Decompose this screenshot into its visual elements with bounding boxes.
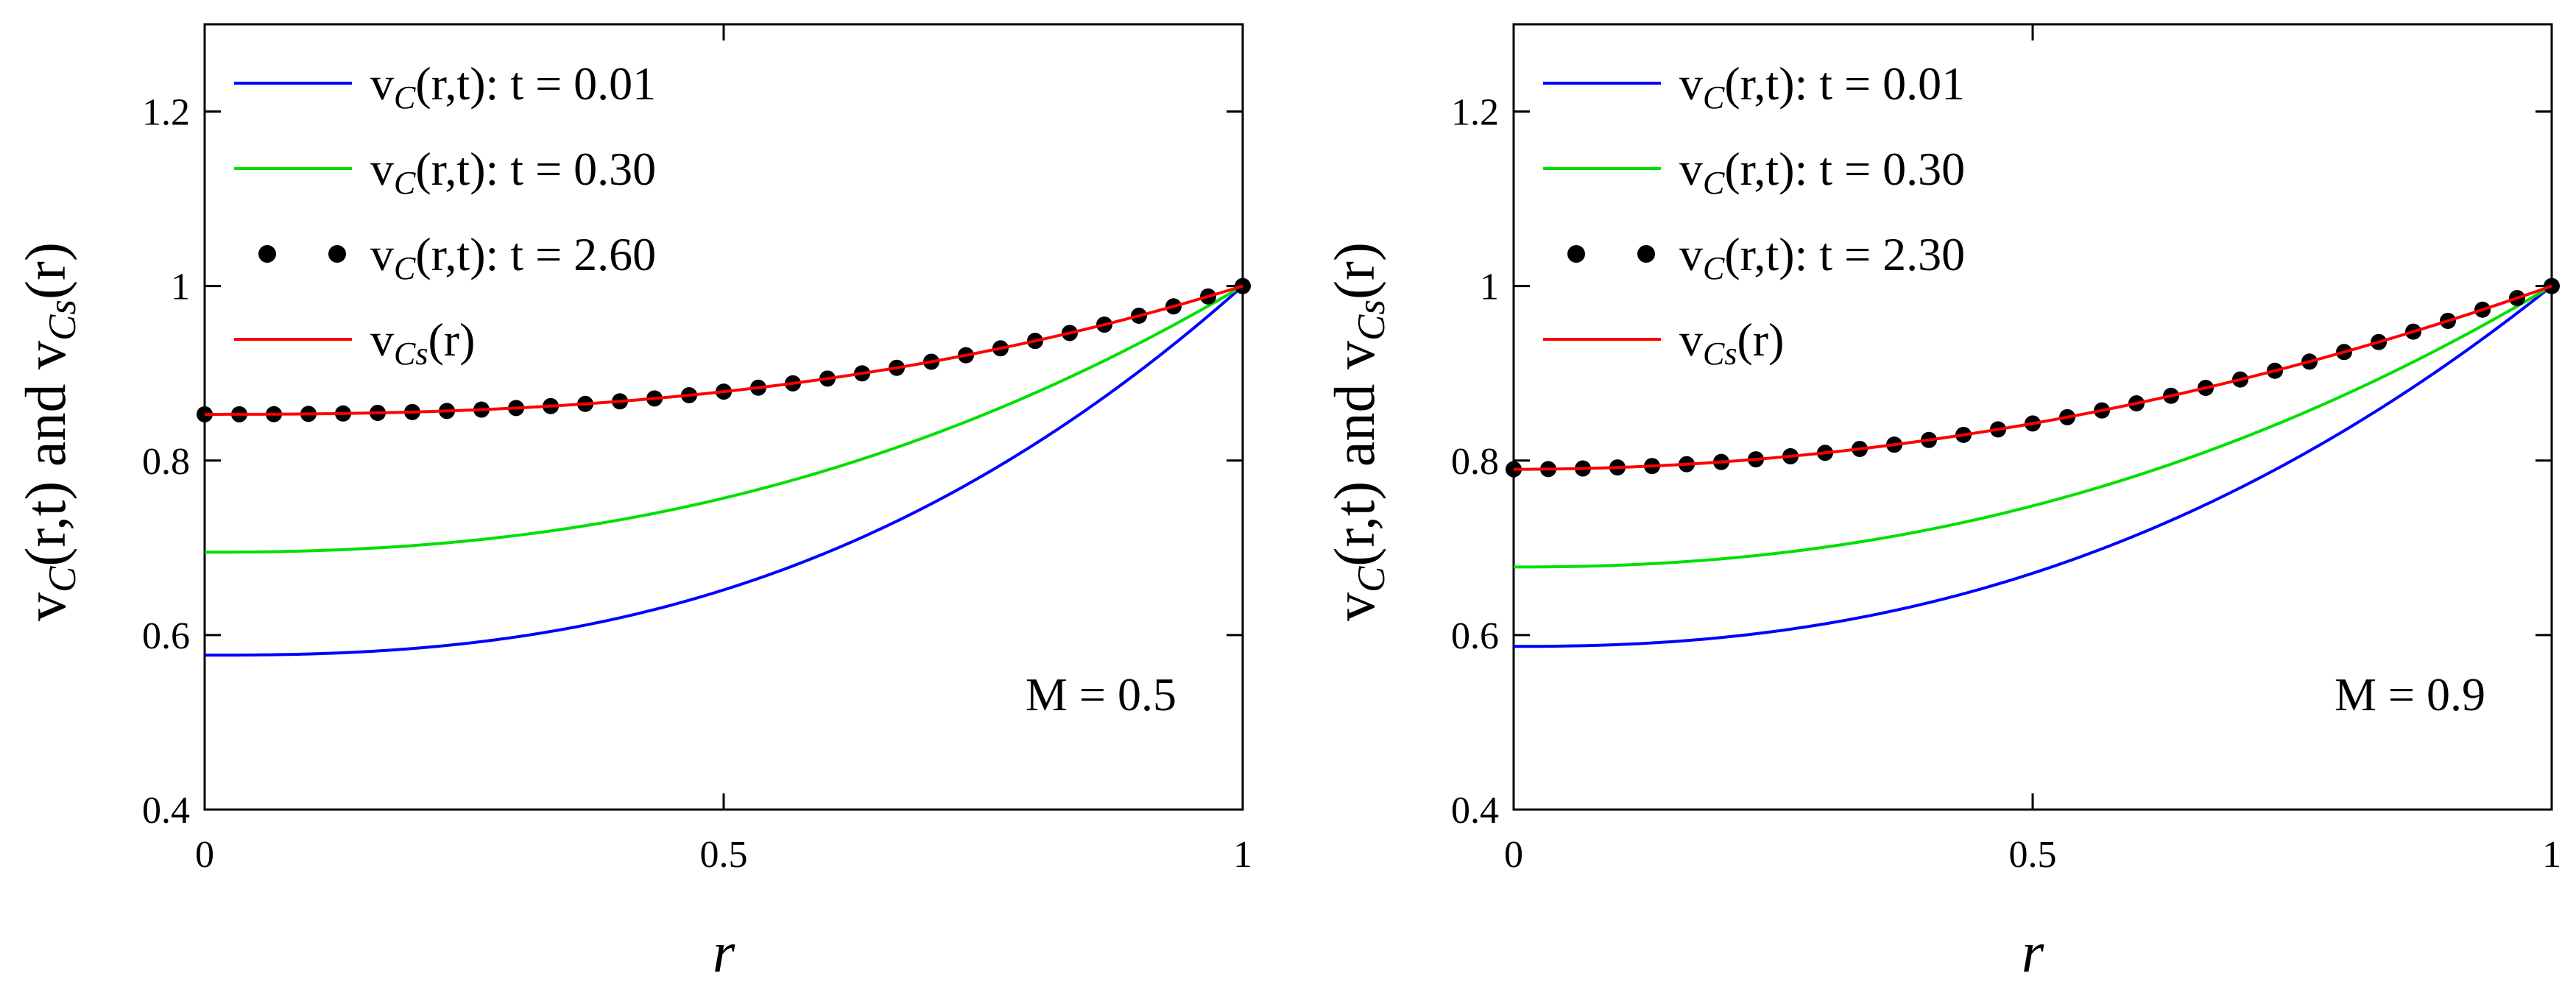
legend-entry: vC(r,t): t = 2.30 <box>1679 228 1965 286</box>
series-line-t-0-01 <box>205 285 1244 657</box>
legend-marker <box>1637 245 1655 263</box>
data-point-t-2-60 <box>1235 277 1251 294</box>
y-tick-label: 0.4 <box>142 790 190 832</box>
annotation-m: M = 0.9 <box>2335 668 2485 721</box>
y-axis-label: vC(r,t) and vCs(r) <box>1322 242 1393 621</box>
legend-marker <box>258 245 276 263</box>
x-axis-label: r <box>2022 920 2044 984</box>
x-tick-label: 0 <box>195 834 214 876</box>
y-tick-label: 1.2 <box>1451 92 1499 134</box>
chart-panel-1: 0.4 0.6 0.8 1 1.2 0 0.5 1 r vC(r,t) and vCs(r) vC(… <box>13 23 1252 984</box>
y-tick-label: 0.8 <box>1451 441 1499 483</box>
x-tick-label: 0 <box>1504 834 1523 876</box>
y-tick-label: 1 <box>1480 266 1499 308</box>
legend-entry: vC(r,t): t = 0.30 <box>370 143 656 201</box>
series-line-vCs-r- <box>205 284 1243 416</box>
legend-entry: vCs(r) <box>370 314 475 372</box>
y-axis-label: vC(r,t) and vCs(r) <box>13 242 84 621</box>
y-tick-label: 1.2 <box>142 92 190 134</box>
legend-entry: vC(r,t): t = 0.30 <box>1679 143 1965 201</box>
annotation-m: M = 0.5 <box>1026 668 1176 721</box>
series-line-t-0-30 <box>1513 284 2553 569</box>
y-tick-label: 1 <box>171 266 190 308</box>
legend-entry: vCs(r) <box>1679 314 1784 372</box>
series-line-t-0-01 <box>1514 285 2553 648</box>
legend-entry: vC(r,t): t = 2.60 <box>370 228 656 286</box>
x-axis-label: r <box>713 920 735 984</box>
x-tick-label: 1 <box>1233 834 1252 876</box>
x-tick-label: 1 <box>2542 834 2561 876</box>
y-tick-label: 0.6 <box>1451 615 1499 657</box>
legend-entry: vC(r,t): t = 0.01 <box>1679 57 1965 116</box>
legend-marker <box>1567 245 1585 263</box>
series-line-t-0-30 <box>205 284 1244 554</box>
y-tick-label: 0.8 <box>142 441 190 483</box>
legend-marker <box>328 245 346 263</box>
series-line-vCs-r- <box>1514 284 2552 471</box>
y-tick-label: 0.4 <box>1451 790 1499 832</box>
legend-entry: vC(r,t): t = 0.01 <box>370 57 656 116</box>
data-point-t-2-30 <box>2544 277 2560 294</box>
y-tick-label: 0.6 <box>142 615 190 657</box>
chart-panel-2: 0.4 0.6 0.8 1 1.2 0 0.5 1 r vC(r,t) and vCs(r) vC(… <box>1322 23 2561 984</box>
x-tick-label: 0.5 <box>2009 834 2057 876</box>
x-tick-label: 0.5 <box>700 834 748 876</box>
